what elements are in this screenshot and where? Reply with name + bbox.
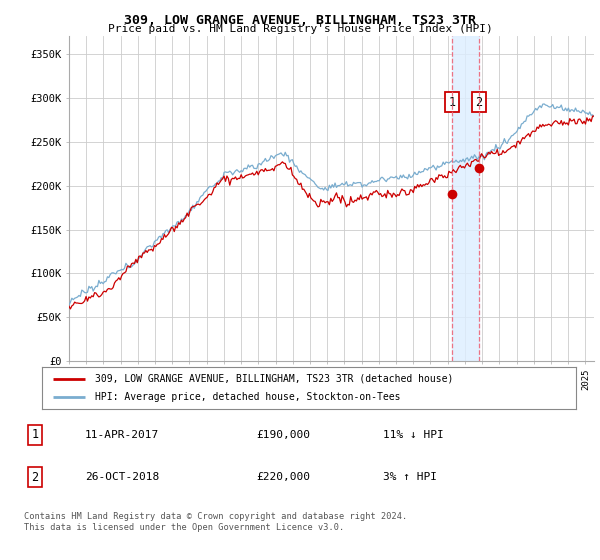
Text: 3% ↑ HPI: 3% ↑ HPI <box>383 472 437 482</box>
Text: Contains HM Land Registry data © Crown copyright and database right 2024.
This d: Contains HM Land Registry data © Crown c… <box>24 512 407 532</box>
Text: £220,000: £220,000 <box>256 472 310 482</box>
Text: HPI: Average price, detached house, Stockton-on-Tees: HPI: Average price, detached house, Stoc… <box>95 392 401 402</box>
Text: 26-OCT-2018: 26-OCT-2018 <box>85 472 159 482</box>
Text: 1: 1 <box>31 428 38 441</box>
Text: 1: 1 <box>449 96 456 109</box>
Text: 309, LOW GRANGE AVENUE, BILLINGHAM, TS23 3TR: 309, LOW GRANGE AVENUE, BILLINGHAM, TS23… <box>124 14 476 27</box>
Text: 11% ↓ HPI: 11% ↓ HPI <box>383 430 443 440</box>
Text: 11-APR-2017: 11-APR-2017 <box>85 430 159 440</box>
Text: Price paid vs. HM Land Registry's House Price Index (HPI): Price paid vs. HM Land Registry's House … <box>107 24 493 34</box>
Text: 2: 2 <box>475 96 482 109</box>
Text: 309, LOW GRANGE AVENUE, BILLINGHAM, TS23 3TR (detached house): 309, LOW GRANGE AVENUE, BILLINGHAM, TS23… <box>95 374 454 384</box>
Text: 2: 2 <box>31 471 38 484</box>
Bar <box>452 36 479 361</box>
Text: £190,000: £190,000 <box>256 430 310 440</box>
